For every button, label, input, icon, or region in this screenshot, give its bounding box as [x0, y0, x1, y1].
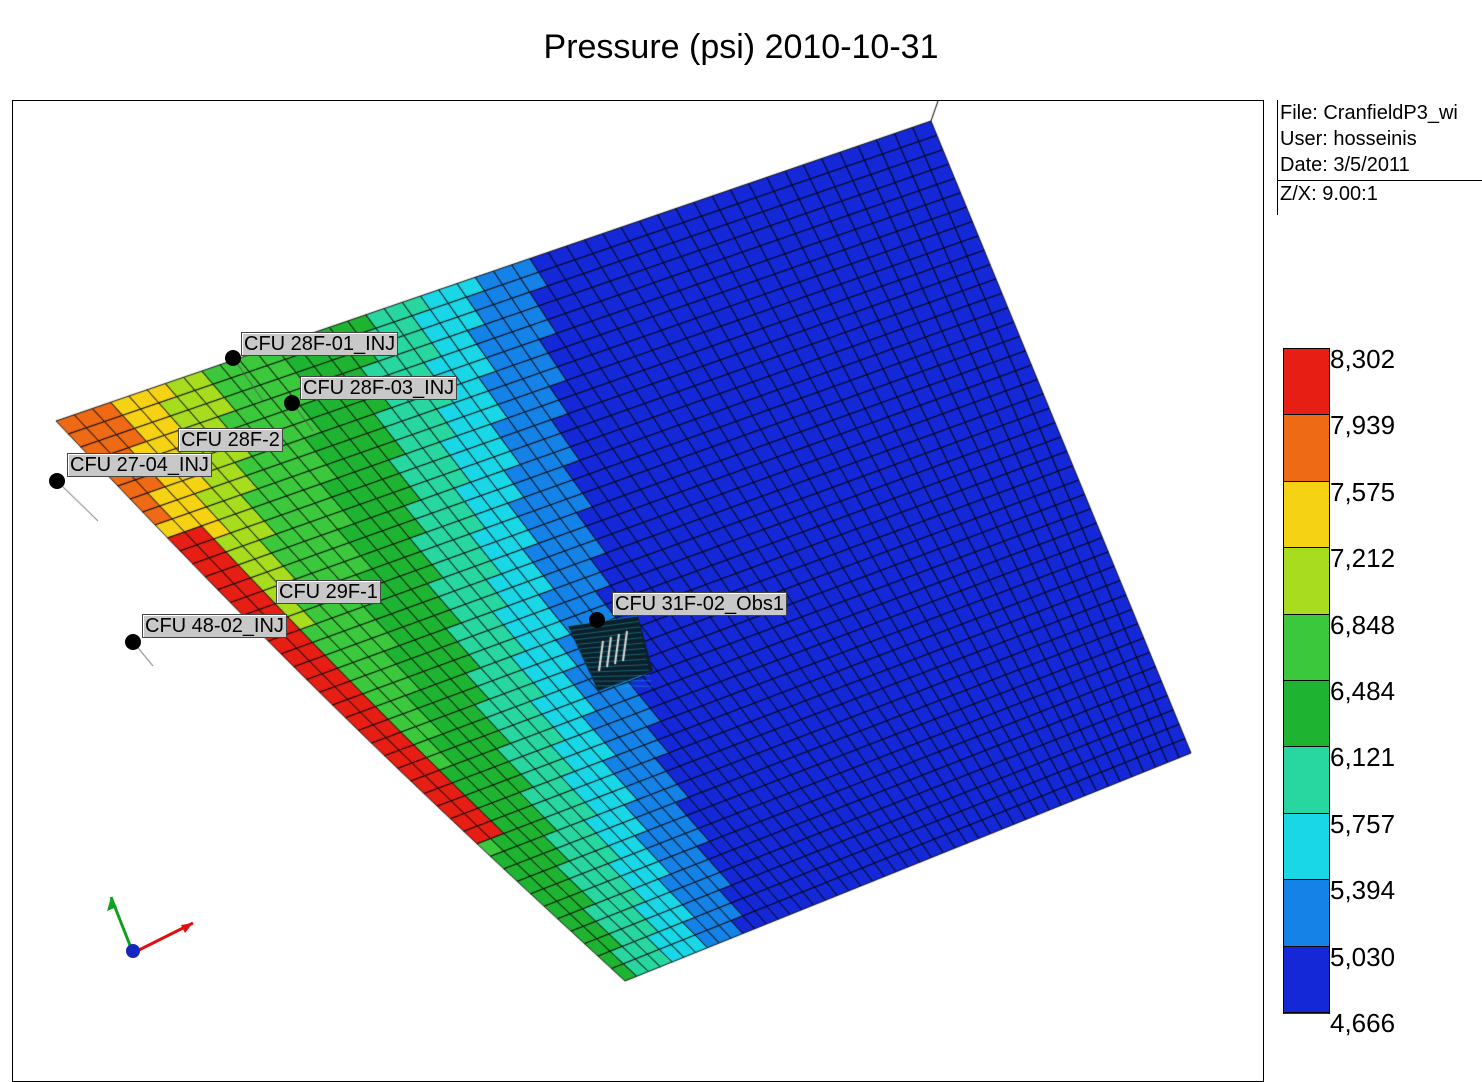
info-user: User: hosseinis — [1280, 128, 1417, 150]
x-axis-arrowhead — [181, 923, 193, 933]
colorbar-tick-line — [1283, 348, 1330, 349]
colorbar-tick-line — [1283, 812, 1330, 814]
colorbar-tick-line — [1283, 613, 1330, 615]
info-date: Date: 3/5/2011 — [1280, 154, 1410, 176]
info-panel: File: CranfieldP3_wi User: hosseinis Dat… — [1277, 100, 1482, 207]
z-axis-dot — [126, 944, 140, 958]
colorbar-tick-line — [1283, 746, 1330, 748]
info-frame-border — [1277, 100, 1278, 215]
chart-title: Pressure (psi) 2010-10-31 — [543, 28, 939, 66]
colorbar-band — [1284, 548, 1329, 616]
well-label[interactable]: CFU 48-02_INJ — [142, 614, 287, 638]
y-axis-arrowhead — [107, 897, 117, 911]
well-marker[interactable] — [589, 612, 605, 628]
colorbar-tick-line — [1283, 680, 1330, 681]
well-label[interactable]: CFU 29F-1 — [276, 580, 381, 604]
colorbar-tick-label: 7,212 — [1330, 543, 1396, 574]
axis-triad-icon — [107, 896, 194, 958]
colorbar-band — [1284, 415, 1329, 483]
colorbar-tick-label: 6,484 — [1330, 676, 1396, 706]
3d-viewport[interactable] — [12, 100, 1264, 1082]
pressure-grid-mesh — [13, 101, 1263, 1081]
colorbar-tick-label: 6,121 — [1330, 742, 1396, 773]
colorbar-band — [1284, 813, 1329, 882]
colorbar-tick-label: 5,030 — [1330, 941, 1396, 972]
colorbar-band — [1284, 349, 1329, 417]
colorbar-tick-label: 5,757 — [1330, 808, 1396, 839]
well-marker[interactable] — [49, 473, 65, 489]
well-label[interactable]: CFU 28F-01_INJ — [241, 332, 399, 356]
colorbar-tick-line — [1283, 879, 1330, 881]
colorbar-band — [1284, 481, 1329, 550]
colorbar-tick-label: 5,394 — [1330, 875, 1396, 906]
colorbar-tick-label: 6,848 — [1330, 609, 1396, 640]
colorbar-tick-line — [1283, 945, 1330, 947]
well-marker[interactable] — [225, 350, 241, 366]
well-marker[interactable] — [284, 395, 300, 411]
colorbar-tick-label: 8,302 — [1330, 344, 1396, 374]
info-file: File: CranfieldP3_wi — [1280, 102, 1458, 124]
well-label[interactable]: CFU 28F-03_INJ — [300, 376, 458, 400]
colorbar-tick-label: 4,666 — [1330, 1008, 1396, 1038]
well-label[interactable]: CFU 28F-2 — [178, 428, 283, 452]
info-zx: Z/X: 9.00:1 — [1277, 180, 1482, 207]
colorbar-band — [1284, 747, 1329, 815]
colorbar-tick-line — [1283, 480, 1330, 482]
colorbar-tick-line — [1283, 1012, 1330, 1013]
colorbar-tick-line — [1283, 414, 1330, 416]
colorbar-band — [1284, 614, 1329, 682]
well-label[interactable]: CFU 27-04_INJ — [67, 453, 212, 477]
colorbar-tick-label: 7,939 — [1330, 410, 1396, 441]
colorbar-tick-label: 7,575 — [1330, 476, 1396, 507]
colorbar — [1283, 348, 1330, 1014]
colorbar-band — [1284, 946, 1329, 1014]
well-label[interactable]: CFU 31F-02_Obs1 — [612, 592, 787, 616]
well-marker[interactable] — [125, 634, 141, 650]
colorbar-band — [1284, 681, 1329, 749]
colorbar-tick-line — [1283, 547, 1330, 549]
colorbar-band — [1284, 880, 1329, 948]
